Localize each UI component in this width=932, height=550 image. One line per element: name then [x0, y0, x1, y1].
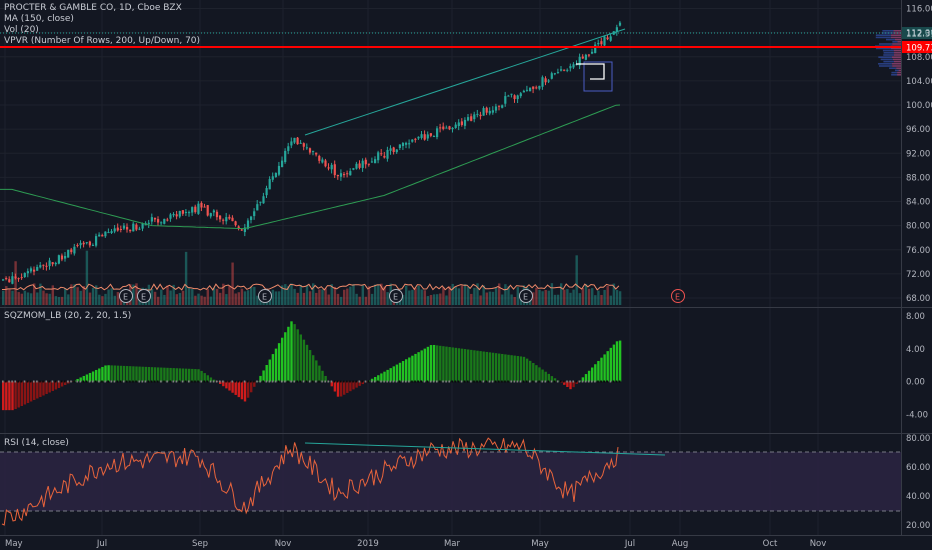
time-tick-label: Oct — [763, 539, 778, 549]
time-tick-label: 2019 — [357, 539, 379, 549]
vpvr-legend[interactable]: VPVR (Number Of Rows, 200, Up/Down, 70) — [4, 36, 201, 46]
box-annotation[interactable] — [583, 61, 613, 92]
price-tick-label: 100.00 — [906, 101, 932, 111]
sqzmom-label[interactable]: SQZMOM_LB (20, 2, 20, 1.5) — [4, 311, 132, 321]
price-tick-label: 84.00 — [906, 198, 930, 208]
sqzmom-tick-label: 0.00 — [906, 378, 925, 388]
rsi-tick-label: 40.00 — [906, 492, 930, 502]
time-tick-label: Nov — [275, 539, 292, 549]
rsi-trend-line[interactable] — [304, 442, 666, 456]
time-tick-label: Nov — [810, 539, 827, 549]
price-candles — [2, 20, 622, 285]
rsi-line — [1, 437, 619, 526]
time-axis[interactable]: May Jul Sep Nov 2019 Mar May Jul Aug Oct Nov — [5, 539, 826, 549]
rsi-tick-label: 60.00 — [906, 463, 930, 473]
price-tick-label: 72.00 — [906, 270, 930, 280]
earnings-marker[interactable]: E — [519, 289, 533, 303]
time-tick-label: May — [531, 539, 549, 549]
resistance-badge: 109.73 — [906, 44, 932, 54]
rsi-legend: RSI (14, close) — [4, 438, 69, 449]
ma-legend[interactable]: MA (150, close) — [4, 14, 74, 24]
price-tick-label: 96.00 — [906, 125, 930, 135]
path-annotation[interactable] — [576, 63, 605, 80]
sqzmom-legend: SQZMOM_LB (20, 2, 20, 1.5) — [4, 311, 131, 322]
price-tick-label: 92.00 — [906, 149, 930, 159]
svg-text:E: E — [675, 293, 680, 302]
rsi-label[interactable]: RSI (14, close) — [4, 438, 69, 448]
squeeze-momentum-histogram — [2, 321, 622, 411]
time-tick-label: May — [5, 539, 23, 549]
svg-text:E: E — [123, 293, 128, 302]
sqzmom-axis[interactable]: 8.00 4.00 0.00 -4.00 — [906, 312, 928, 420]
volume-ma-line — [2, 283, 620, 291]
price-tick-label: 80.00 — [906, 222, 930, 232]
earnings-marker[interactable]: E — [389, 289, 403, 303]
time-tick-label: Aug — [672, 539, 689, 549]
svg-text:E: E — [523, 293, 528, 302]
price-tick-label: 76.00 — [906, 246, 930, 256]
price-tick-label: 68.00 — [906, 294, 930, 304]
svg-text:E: E — [262, 293, 267, 302]
current-price-badge: 112.31 — [906, 30, 932, 40]
sqzmom-tick-label: 4.00 — [906, 345, 925, 355]
rsi-tick-label: 80.00 — [906, 434, 930, 444]
time-tick-label: Jul — [96, 539, 107, 549]
price-tick-label: 88.00 — [906, 173, 930, 183]
grid-lines — [0, 0, 901, 535]
price-tick-label: 104.00 — [906, 77, 932, 87]
vpvr-profile — [874, 30, 901, 76]
vol-legend[interactable]: Vol (20) — [4, 25, 39, 35]
rsi-band — [0, 452, 901, 511]
time-tick-label: Sep — [192, 539, 208, 549]
price-tick-label: 116.00 — [906, 5, 932, 15]
time-tick-label: Mar — [444, 539, 461, 549]
main-legend: PROCTER & GAMBLE CO, 1D, Cboe BZX MA (15… — [4, 3, 200, 47]
earnings-marker[interactable]: E — [119, 289, 133, 303]
volume-bars — [2, 250, 622, 305]
sqzmom-tick-label: 8.00 — [906, 312, 925, 322]
price-tick-label: 108.00 — [906, 53, 932, 63]
ma-150-line — [0, 104, 621, 230]
squeeze-dots — [2, 380, 621, 383]
svg-text:E: E — [141, 293, 146, 302]
earnings-marker[interactable]: E — [137, 289, 151, 303]
svg-text:E: E — [393, 293, 398, 302]
sqzmom-tick-label: -4.00 — [906, 410, 928, 420]
rsi-tick-label: 20.00 — [906, 521, 930, 531]
resistance-badge-bg — [902, 41, 932, 53]
earnings-marker[interactable]: E — [671, 289, 685, 303]
symbol-title[interactable]: PROCTER & GAMBLE CO, 1D, Cboe BZX — [4, 3, 182, 13]
price-axis[interactable]: 116.00 112.00 108.00 104.00 100.00 96.00 92.00… — [906, 5, 932, 305]
current-price-badge-bg — [902, 27, 932, 39]
earnings-marker[interactable]: E — [258, 289, 272, 303]
time-tick-label: Jul — [624, 539, 635, 549]
price-tick-label: 112.00 — [906, 29, 932, 39]
rsi-axis[interactable]: 80.00 60.00 40.00 20.00 — [906, 434, 930, 531]
